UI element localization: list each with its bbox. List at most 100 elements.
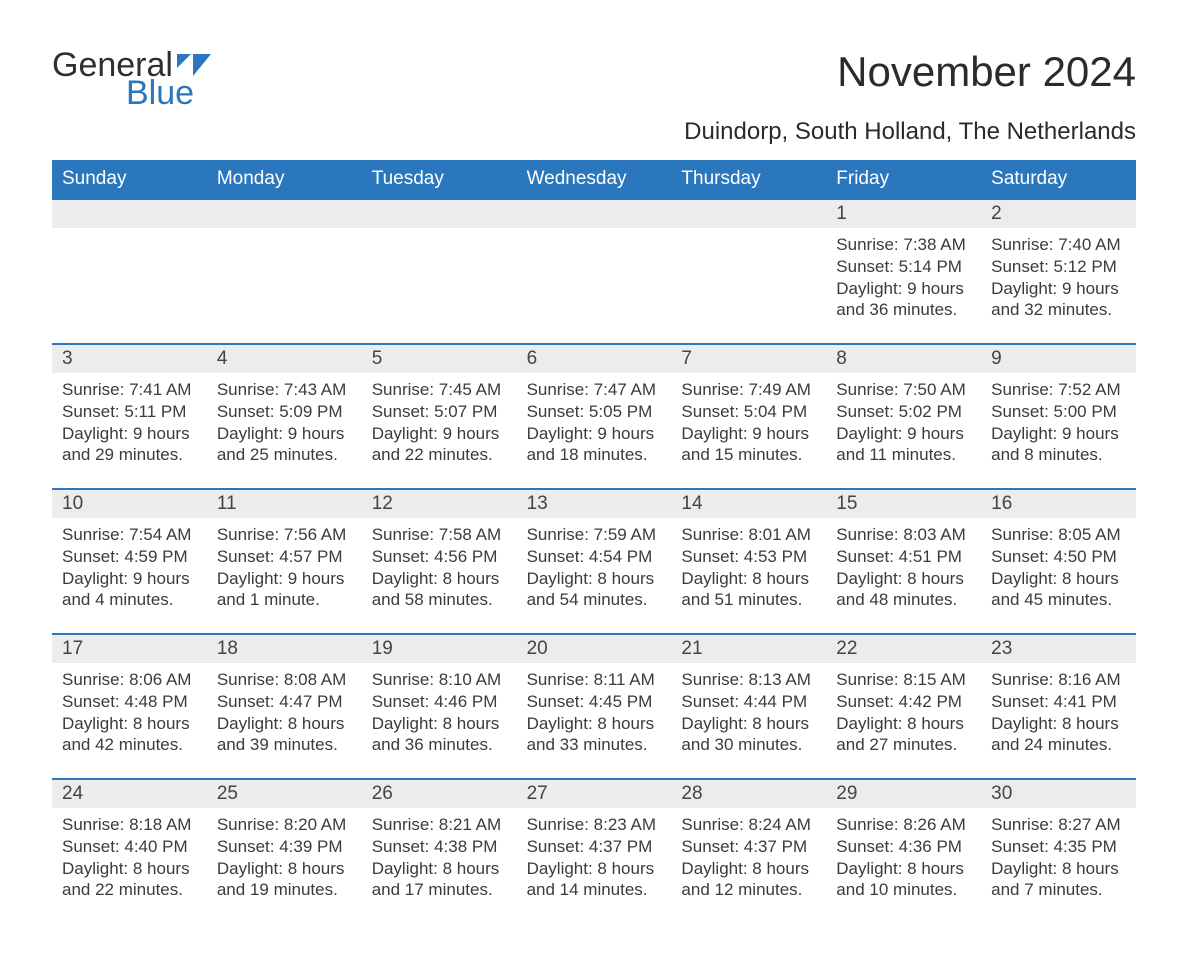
calendar-cell: 6Sunrise: 7:47 AMSunset: 5:05 PMDaylight… [517,343,672,488]
cell-line: Daylight: 9 hours [836,278,971,300]
cell-line: Daylight: 8 hours [372,713,507,735]
logo-blue-text: Blue [126,76,211,110]
cell-line: Sunset: 4:51 PM [836,546,971,568]
day-number [52,198,207,228]
calendar-cell: 23Sunrise: 8:16 AMSunset: 4:41 PMDayligh… [981,633,1136,778]
day-number: 2 [981,198,1136,228]
cell-line: and 42 minutes. [62,734,197,756]
cell-line: Daylight: 8 hours [372,568,507,590]
cell-line: Sunset: 5:12 PM [991,256,1126,278]
cell-line: Sunrise: 8:06 AM [62,669,197,691]
day-number [671,198,826,228]
day-number: 19 [362,633,517,663]
calendar-row: 24Sunrise: 8:18 AMSunset: 4:40 PMDayligh… [52,778,1136,923]
cell-body: Sunrise: 8:10 AMSunset: 4:46 PMDaylight:… [362,663,517,756]
cell-line: Sunrise: 7:40 AM [991,234,1126,256]
day-header: Friday [826,160,981,198]
day-number: 14 [671,488,826,518]
cell-line: Sunset: 4:54 PM [527,546,662,568]
cell-line: Daylight: 9 hours [681,423,816,445]
cell-line: and 1 minute. [217,589,352,611]
calendar-cell: 13Sunrise: 7:59 AMSunset: 4:54 PMDayligh… [517,488,672,633]
cell-line: Sunrise: 7:38 AM [836,234,971,256]
calendar-cell: 14Sunrise: 8:01 AMSunset: 4:53 PMDayligh… [671,488,826,633]
cell-body: Sunrise: 8:08 AMSunset: 4:47 PMDaylight:… [207,663,362,756]
cell-line: Sunset: 4:48 PM [62,691,197,713]
cell-line: and 10 minutes. [836,879,971,901]
calendar-cell: 20Sunrise: 8:11 AMSunset: 4:45 PMDayligh… [517,633,672,778]
calendar-cell: 2Sunrise: 7:40 AMSunset: 5:12 PMDaylight… [981,198,1136,343]
cell-body: Sunrise: 8:23 AMSunset: 4:37 PMDaylight:… [517,808,672,901]
calendar-cell: 3Sunrise: 7:41 AMSunset: 5:11 PMDaylight… [52,343,207,488]
cell-line: Sunset: 4:37 PM [527,836,662,858]
cell-body [517,228,672,234]
cell-line: Sunrise: 8:03 AM [836,524,971,546]
cell-line: and 39 minutes. [217,734,352,756]
cell-line: Daylight: 8 hours [681,713,816,735]
cell-body: Sunrise: 8:24 AMSunset: 4:37 PMDaylight:… [671,808,826,901]
cell-line: Sunrise: 8:23 AM [527,814,662,836]
cell-line: and 51 minutes. [681,589,816,611]
cell-line: Sunset: 4:41 PM [991,691,1126,713]
cell-body: Sunrise: 7:54 AMSunset: 4:59 PMDaylight:… [52,518,207,611]
cell-body [207,228,362,234]
cell-line: and 7 minutes. [991,879,1126,901]
calendar-cell: 27Sunrise: 8:23 AMSunset: 4:37 PMDayligh… [517,778,672,923]
cell-body: Sunrise: 7:45 AMSunset: 5:07 PMDaylight:… [362,373,517,466]
cell-line: Daylight: 9 hours [62,568,197,590]
cell-line: Daylight: 8 hours [681,568,816,590]
day-number: 16 [981,488,1136,518]
cell-line: and 8 minutes. [991,444,1126,466]
day-number: 1 [826,198,981,228]
cell-line: Sunset: 4:40 PM [62,836,197,858]
cell-line: Sunset: 5:14 PM [836,256,971,278]
calendar-cell [207,198,362,343]
cell-body: Sunrise: 7:40 AMSunset: 5:12 PMDaylight:… [981,228,1136,321]
cell-line: Sunrise: 8:26 AM [836,814,971,836]
cell-body: Sunrise: 7:43 AMSunset: 5:09 PMDaylight:… [207,373,362,466]
cell-line: Sunrise: 7:54 AM [62,524,197,546]
cell-line: and 22 minutes. [372,444,507,466]
cell-line: Sunrise: 8:10 AM [372,669,507,691]
cell-line: Sunrise: 8:27 AM [991,814,1126,836]
cell-body: Sunrise: 7:58 AMSunset: 4:56 PMDaylight:… [362,518,517,611]
cell-line: Sunrise: 7:50 AM [836,379,971,401]
cell-line: Sunrise: 8:21 AM [372,814,507,836]
calendar-cell: 24Sunrise: 8:18 AMSunset: 4:40 PMDayligh… [52,778,207,923]
cell-line: Sunrise: 8:18 AM [62,814,197,836]
cell-body: Sunrise: 8:21 AMSunset: 4:38 PMDaylight:… [362,808,517,901]
day-header: Wednesday [517,160,672,198]
day-number: 6 [517,343,672,373]
cell-line: Sunset: 5:04 PM [681,401,816,423]
cell-line: Sunrise: 8:01 AM [681,524,816,546]
cell-body [671,228,826,234]
cell-line: Daylight: 8 hours [217,858,352,880]
cell-line: Daylight: 9 hours [62,423,197,445]
cell-body: Sunrise: 8:27 AMSunset: 4:35 PMDaylight:… [981,808,1136,901]
cell-line: Sunset: 4:37 PM [681,836,816,858]
cell-line: Daylight: 8 hours [372,858,507,880]
cell-line: Sunrise: 7:45 AM [372,379,507,401]
day-header: Monday [207,160,362,198]
cell-line: Daylight: 8 hours [836,713,971,735]
day-number: 10 [52,488,207,518]
calendar-cell: 7Sunrise: 7:49 AMSunset: 5:04 PMDaylight… [671,343,826,488]
day-number: 30 [981,778,1136,808]
cell-line: Sunset: 4:45 PM [527,691,662,713]
calendar-cell [52,198,207,343]
cell-line: Sunset: 4:57 PM [217,546,352,568]
calendar-cell: 1 Sunrise: 7:38 AMSunset: 5:14 PMDaylight… [826,198,981,343]
cell-body: Sunrise: 7:59 AMSunset: 4:54 PMDaylight:… [517,518,672,611]
cell-line: Daylight: 8 hours [527,568,662,590]
cell-line: and 11 minutes. [836,444,971,466]
day-number: 15 [826,488,981,518]
cell-body: Sunrise: 7:49 AMSunset: 5:04 PMDaylight:… [671,373,826,466]
cell-line: and 24 minutes. [991,734,1126,756]
calendar-cell: 5Sunrise: 7:45 AMSunset: 5:07 PMDaylight… [362,343,517,488]
day-header: Tuesday [362,160,517,198]
cell-line: Sunset: 5:11 PM [62,401,197,423]
cell-line: Sunset: 5:07 PM [372,401,507,423]
cell-line: Sunrise: 8:08 AM [217,669,352,691]
day-number: 13 [517,488,672,518]
day-number [517,198,672,228]
